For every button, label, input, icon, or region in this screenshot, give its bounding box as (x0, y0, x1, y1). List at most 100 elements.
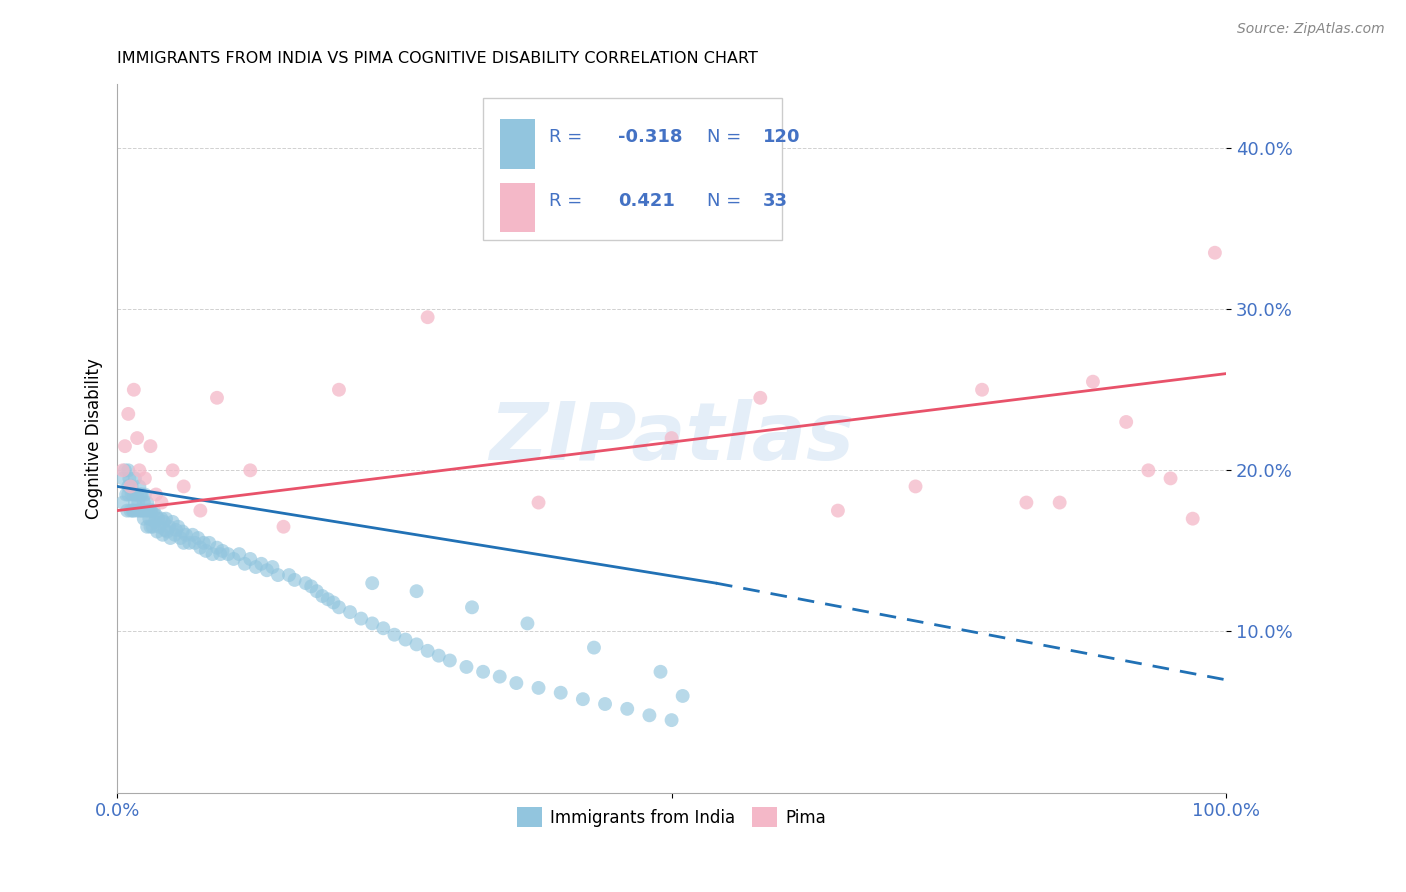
Point (198, 536, 221, 550)
Text: R =: R = (548, 128, 582, 145)
Point (250, 557, 273, 571)
Point (159, 531, 181, 545)
Point (141, 503, 163, 517)
Point (131, 503, 153, 517)
Text: 33: 33 (762, 192, 787, 210)
Point (188, 541, 211, 555)
Point (125, 487, 148, 501)
Point (661, 431, 683, 445)
Point (572, 692, 595, 706)
Point (155, 511, 177, 525)
Point (350, 611, 373, 625)
Point (188, 503, 211, 517)
Point (209, 547, 232, 561)
Point (273, 520, 295, 534)
Point (205, 541, 228, 555)
Point (121, 479, 143, 493)
Point (131, 487, 153, 501)
Point (150, 511, 173, 525)
Point (146, 524, 169, 539)
Point (136, 520, 159, 534)
Point (115, 503, 138, 517)
Point (256, 563, 278, 577)
Point (328, 600, 350, 615)
Point (128, 463, 150, 477)
Point (131, 503, 153, 517)
Point (278, 568, 301, 582)
Point (456, 660, 478, 674)
Point (162, 463, 184, 477)
Point (127, 487, 149, 501)
Point (305, 584, 328, 599)
Text: R =: R = (548, 192, 582, 210)
Point (139, 503, 162, 517)
Point (194, 544, 217, 558)
Point (127, 495, 149, 509)
Legend: Immigrants from India, Pima: Immigrants from India, Pima (510, 800, 832, 834)
Point (172, 524, 194, 539)
Point (114, 439, 136, 453)
Point (405, 584, 427, 599)
Point (118, 471, 141, 485)
Point (416, 644, 439, 658)
Point (488, 670, 510, 684)
Text: IMMIGRANTS FROM INDIA VS PIMA COGNITIVE DISABILITY CORRELATION CHART: IMMIGRANTS FROM INDIA VS PIMA COGNITIVE … (117, 51, 758, 66)
Point (384, 628, 406, 642)
Point (121, 487, 143, 501)
Point (111, 495, 134, 509)
Point (661, 713, 683, 727)
Point (527, 681, 550, 695)
Point (167, 520, 190, 534)
Point (138, 511, 160, 525)
Point (299, 579, 322, 593)
Point (416, 310, 439, 325)
Text: -0.318: -0.318 (619, 128, 683, 145)
Text: Source: ZipAtlas.com: Source: ZipAtlas.com (1237, 22, 1385, 37)
Point (439, 653, 461, 667)
Point (650, 665, 672, 679)
Point (117, 463, 139, 477)
Point (163, 528, 186, 542)
Point (262, 560, 284, 574)
Point (593, 697, 616, 711)
Point (145, 508, 167, 523)
Point (527, 495, 550, 509)
Point (174, 528, 197, 542)
Point (136, 495, 159, 509)
Point (135, 503, 157, 517)
Point (228, 547, 250, 561)
Point (156, 524, 179, 539)
Point (505, 676, 527, 690)
Point (904, 479, 927, 493)
Point (127, 503, 149, 517)
Point (361, 616, 384, 631)
Point (239, 552, 262, 566)
Point (339, 605, 361, 619)
Point (117, 487, 139, 501)
Point (173, 536, 195, 550)
Point (129, 487, 152, 501)
Point (142, 520, 165, 534)
Point (311, 589, 333, 603)
FancyBboxPatch shape (499, 183, 536, 233)
Text: 0.421: 0.421 (619, 192, 675, 210)
Point (284, 573, 307, 587)
Point (267, 568, 290, 582)
Point (152, 515, 174, 529)
Point (582, 640, 605, 655)
Point (373, 621, 395, 635)
Point (150, 495, 173, 509)
Point (152, 528, 174, 542)
Point (173, 479, 195, 493)
Point (322, 595, 344, 609)
Point (142, 503, 165, 517)
Point (970, 383, 993, 397)
Point (127, 431, 149, 445)
Point (427, 648, 450, 663)
Point (165, 523, 187, 537)
Point (328, 383, 350, 397)
Point (672, 689, 695, 703)
Point (122, 383, 145, 397)
Point (153, 523, 176, 537)
Point (1115, 415, 1137, 429)
